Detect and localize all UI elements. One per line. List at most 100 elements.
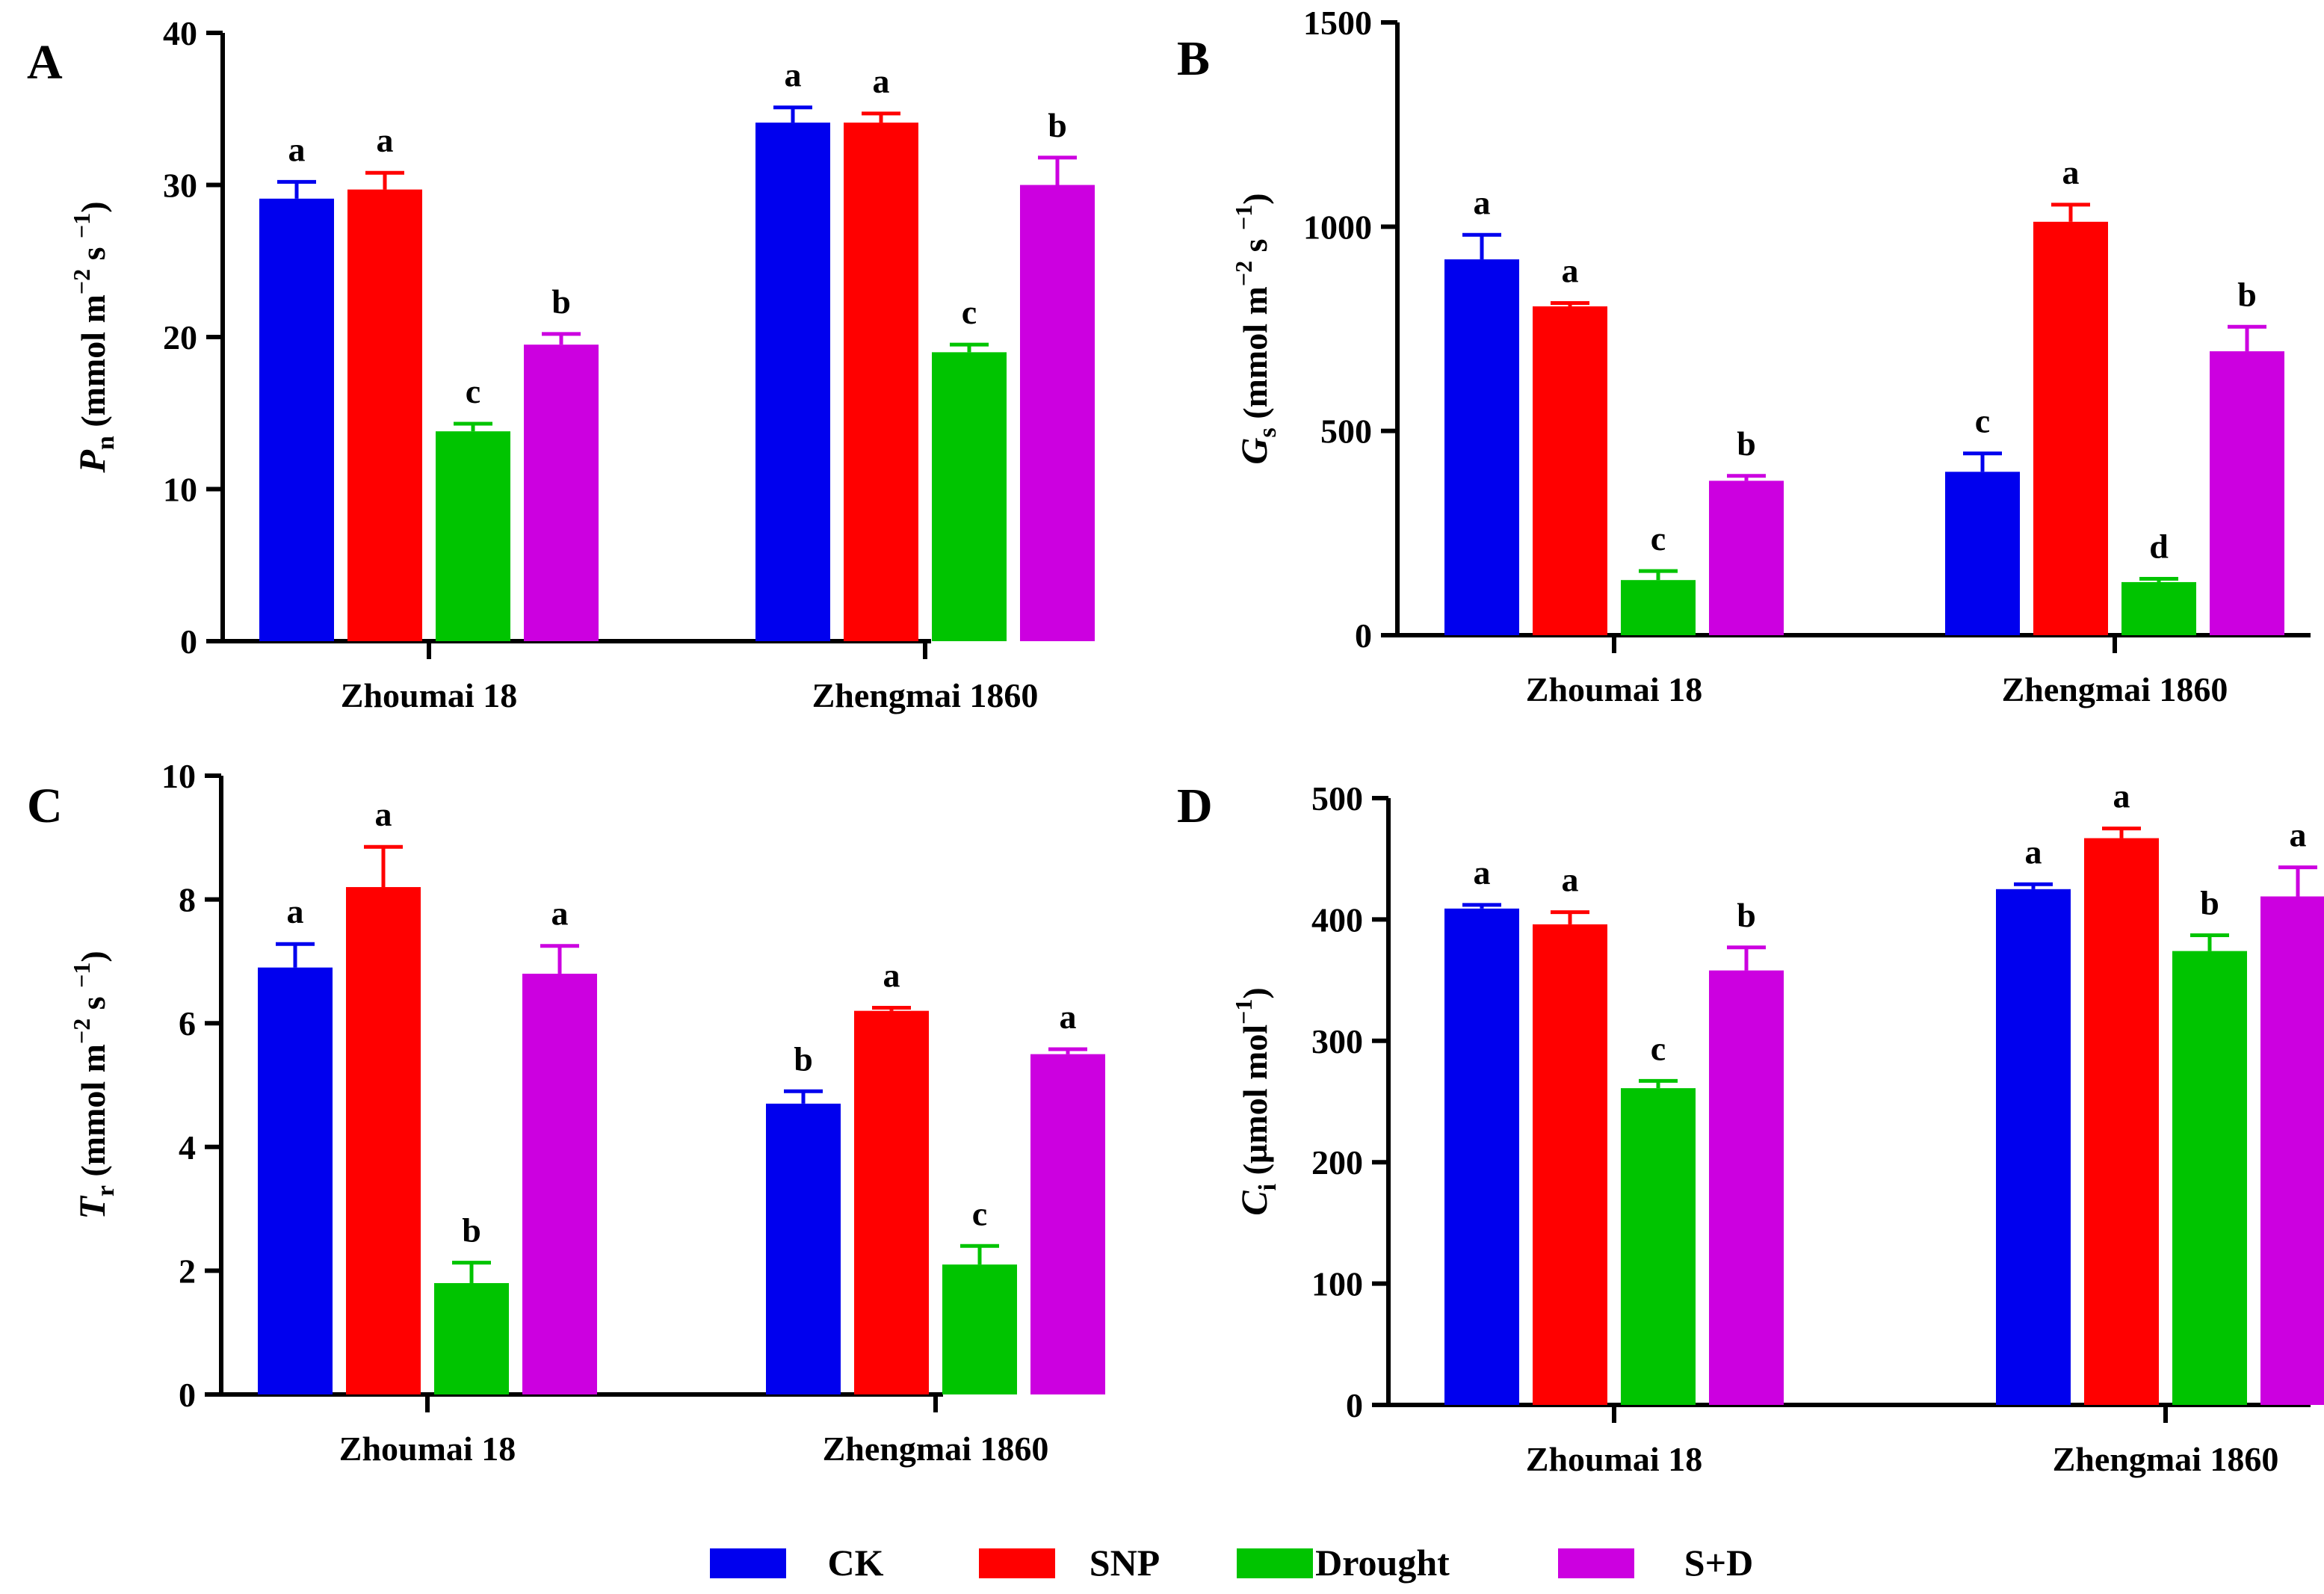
bar-drought [434,1282,509,1394]
x-category-label: Zhengmai 1860 [812,676,1039,714]
legend-label: Drought [1315,1542,1450,1584]
bar-ck [1444,908,1519,1405]
y-tick-label: 500 [1311,779,1363,818]
y-tick-label: 400 [1311,901,1363,939]
panel-letter: C [27,779,63,833]
bar-sd [1020,185,1095,641]
panel-c: C 0 2 4 6 8 10 Tr (mmol m−2 s −1) Zhoumai 18 Zhen… [27,757,1105,1468]
bar-sd [2260,896,2324,1405]
bar-ck [766,1103,841,1394]
bar-drought [1621,1088,1696,1405]
y-tick-label: 1000 [1303,208,1372,246]
bar-snp [2084,838,2159,1405]
y-tick-label: 500 [1320,413,1372,451]
y-tick-label: 4 [179,1128,196,1167]
significance-letter: a [2025,832,2042,871]
y-tick-label: 10 [163,471,197,509]
y-tick-label: 6 [179,1004,196,1042]
x-category-label: Zhengmai 1860 [823,1430,1049,1468]
legend-swatch [710,1548,786,1578]
significance-letter: a [1474,183,1491,221]
bar-ck [259,198,334,641]
legend-swatch [979,1548,1055,1578]
panel-letter: B [1177,31,1210,86]
legend-item-ck: CK [710,1542,884,1584]
bar-snp [1533,306,1607,635]
bar-sd [1709,481,1784,635]
significance-letter: b [2200,884,2219,922]
bar-drought [942,1264,1017,1394]
significance-letter: a [2113,777,2130,815]
significance-letter: b [1048,106,1067,144]
significance-letter: c [1651,1029,1666,1067]
legend-swatch [1558,1548,1634,1578]
significance-letter: b [2237,275,2257,313]
y-tick-label: 1500 [1303,4,1372,42]
significance-letter: a [375,795,392,833]
y-tick-label: 200 [1311,1143,1363,1181]
panel-b: B 0 500 1000 1500 Gs (mmol m−2 s −1) Zhoumai 1… [1177,4,2311,708]
panel-a: A 0 10 20 30 40 Pn (mmol m−2 s −1) Zhoumai 18 Zh… [27,14,1095,714]
bar-snp [347,189,422,642]
bar-ck [1444,259,1519,635]
significance-letter: b [794,1040,813,1078]
significance-letter: b [1737,424,1756,463]
y-tick-label: 0 [180,623,197,661]
bar-sd [522,973,597,1394]
bar-ck [1996,889,2071,1405]
significance-letter: a [288,130,306,168]
y-tick-label: 40 [163,14,197,52]
bar-ck [258,967,333,1394]
significance-letter: c [1651,519,1666,557]
x-category-label: Zhoumai 18 [1526,670,1702,708]
significance-letter: a [1562,861,1579,899]
bar-ck [1945,472,2020,635]
y-axis-title: Tr (mmol m−2 s −1) [68,951,120,1219]
x-category-label: Zhoumai 18 [339,1430,516,1468]
y-tick-label: 30 [163,167,197,205]
x-category-label: Zhoumai 18 [341,676,517,714]
legend-swatch [1237,1548,1313,1578]
legend-label: CK [828,1542,884,1584]
significance-letter: c [466,372,480,410]
x-category-label: Zhengmai 1860 [2053,1440,2279,1478]
legend: CK SNP Drought S+D [710,1542,1753,1584]
bar-snp [844,123,918,641]
bar-snp [854,1010,929,1394]
bar-drought [1621,580,1696,635]
significance-letter: c [1975,402,1990,440]
x-category-label: Zhengmai 1860 [2002,670,2228,708]
y-tick-label: 0 [1355,617,1372,655]
bar-drought [2172,951,2247,1405]
bar-sd [524,345,599,641]
y-tick-label: 10 [161,757,196,795]
significance-letter: a [1060,998,1077,1036]
panel-d: D 0 100 200 300 400 500 Ci (µmol mol−1) Zhoumai … [1177,777,2324,1478]
y-tick-label: 0 [179,1376,196,1414]
bar-sd [1030,1054,1105,1394]
significance-letter: b [551,282,571,321]
bar-snp [1533,924,1607,1405]
legend-item-sd: S+D [1558,1542,1753,1584]
significance-letter: a [1474,853,1491,892]
bar-snp [2033,221,2108,636]
bar-snp [346,887,421,1394]
significance-letter: c [962,293,977,331]
significance-letter: d [2149,528,2169,566]
legend-label: S+D [1684,1542,1753,1584]
bar-ck [755,123,830,641]
y-tick-label: 8 [179,881,196,919]
y-axis-title: Ci (µmol mol−1) [1230,987,1282,1215]
legend-label: SNP [1090,1542,1160,1584]
significance-letter: b [1737,896,1756,934]
legend-item-snp: SNP [979,1542,1160,1584]
panel-letter: A [27,35,63,90]
significance-letter: a [873,62,890,100]
significance-letter: a [2062,153,2080,191]
significance-letter: b [462,1211,481,1249]
significance-letter: a [1562,252,1579,290]
y-tick-label: 300 [1311,1022,1363,1060]
significance-letter: a [2290,816,2307,854]
